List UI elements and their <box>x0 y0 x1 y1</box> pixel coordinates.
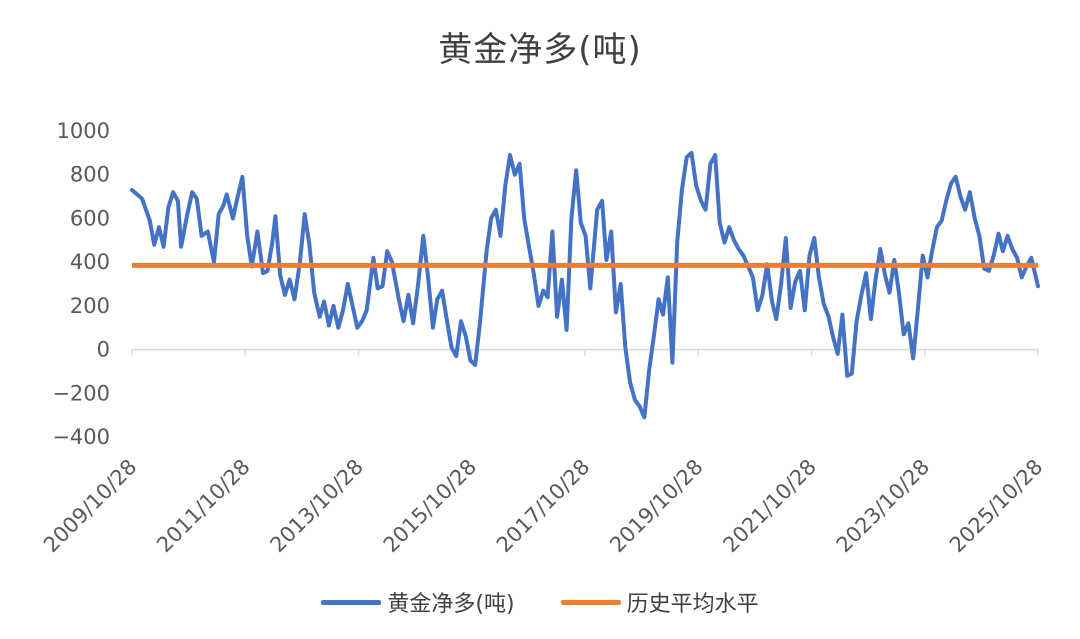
x-tick-label: 2011/10/28 <box>152 455 255 558</box>
legend-swatch-series-1 <box>321 599 382 605</box>
legend-swatch-series-2 <box>560 599 621 605</box>
x-tick-label: 2025/10/28 <box>945 455 1048 558</box>
y-tick-label: 0 <box>97 338 110 362</box>
y-tick-label: −200 <box>52 381 110 405</box>
y-tick-label: 200 <box>70 294 110 318</box>
series-line-gold-net-long <box>130 150 1040 420</box>
legend-item-series-1: 黄金净多(吨) <box>321 586 515 618</box>
y-tick-label: 1000 <box>57 119 110 143</box>
series-layer <box>130 150 1040 420</box>
x-tick-label: 2019/10/28 <box>605 455 708 558</box>
x-tick-labels: 2009/10/28 2011/10/28 2013/10/28 2015/10/28… <box>39 455 1048 558</box>
legend-label-series-2: 历史平均水平 <box>626 592 759 617</box>
legend: 黄金净多(吨) 历史平均水平 <box>0 586 1080 618</box>
y-tick-label: 400 <box>70 250 110 274</box>
chart-title: 黄金净多(吨) <box>438 30 642 70</box>
y-tick-label: 600 <box>70 206 110 230</box>
x-tick-label: 2015/10/28 <box>379 455 482 558</box>
legend-item-series-2: 历史平均水平 <box>560 586 759 618</box>
x-tick-label: 2013/10/28 <box>265 455 368 558</box>
x-tick-label: 2023/10/28 <box>832 455 935 558</box>
y-tick-label: −400 <box>52 425 110 449</box>
legend-label-series-1: 黄金净多(吨) <box>387 592 515 617</box>
axis-layer <box>131 348 1039 356</box>
x-tick-label: 2017/10/28 <box>492 455 595 558</box>
y-tick-label: 800 <box>70 163 110 187</box>
y-tick-labels: −400 −200 0 200 400 600 800 1000 <box>52 119 110 449</box>
x-tick-label: 2021/10/28 <box>718 455 821 558</box>
x-tick-label: 2009/10/28 <box>39 455 142 558</box>
